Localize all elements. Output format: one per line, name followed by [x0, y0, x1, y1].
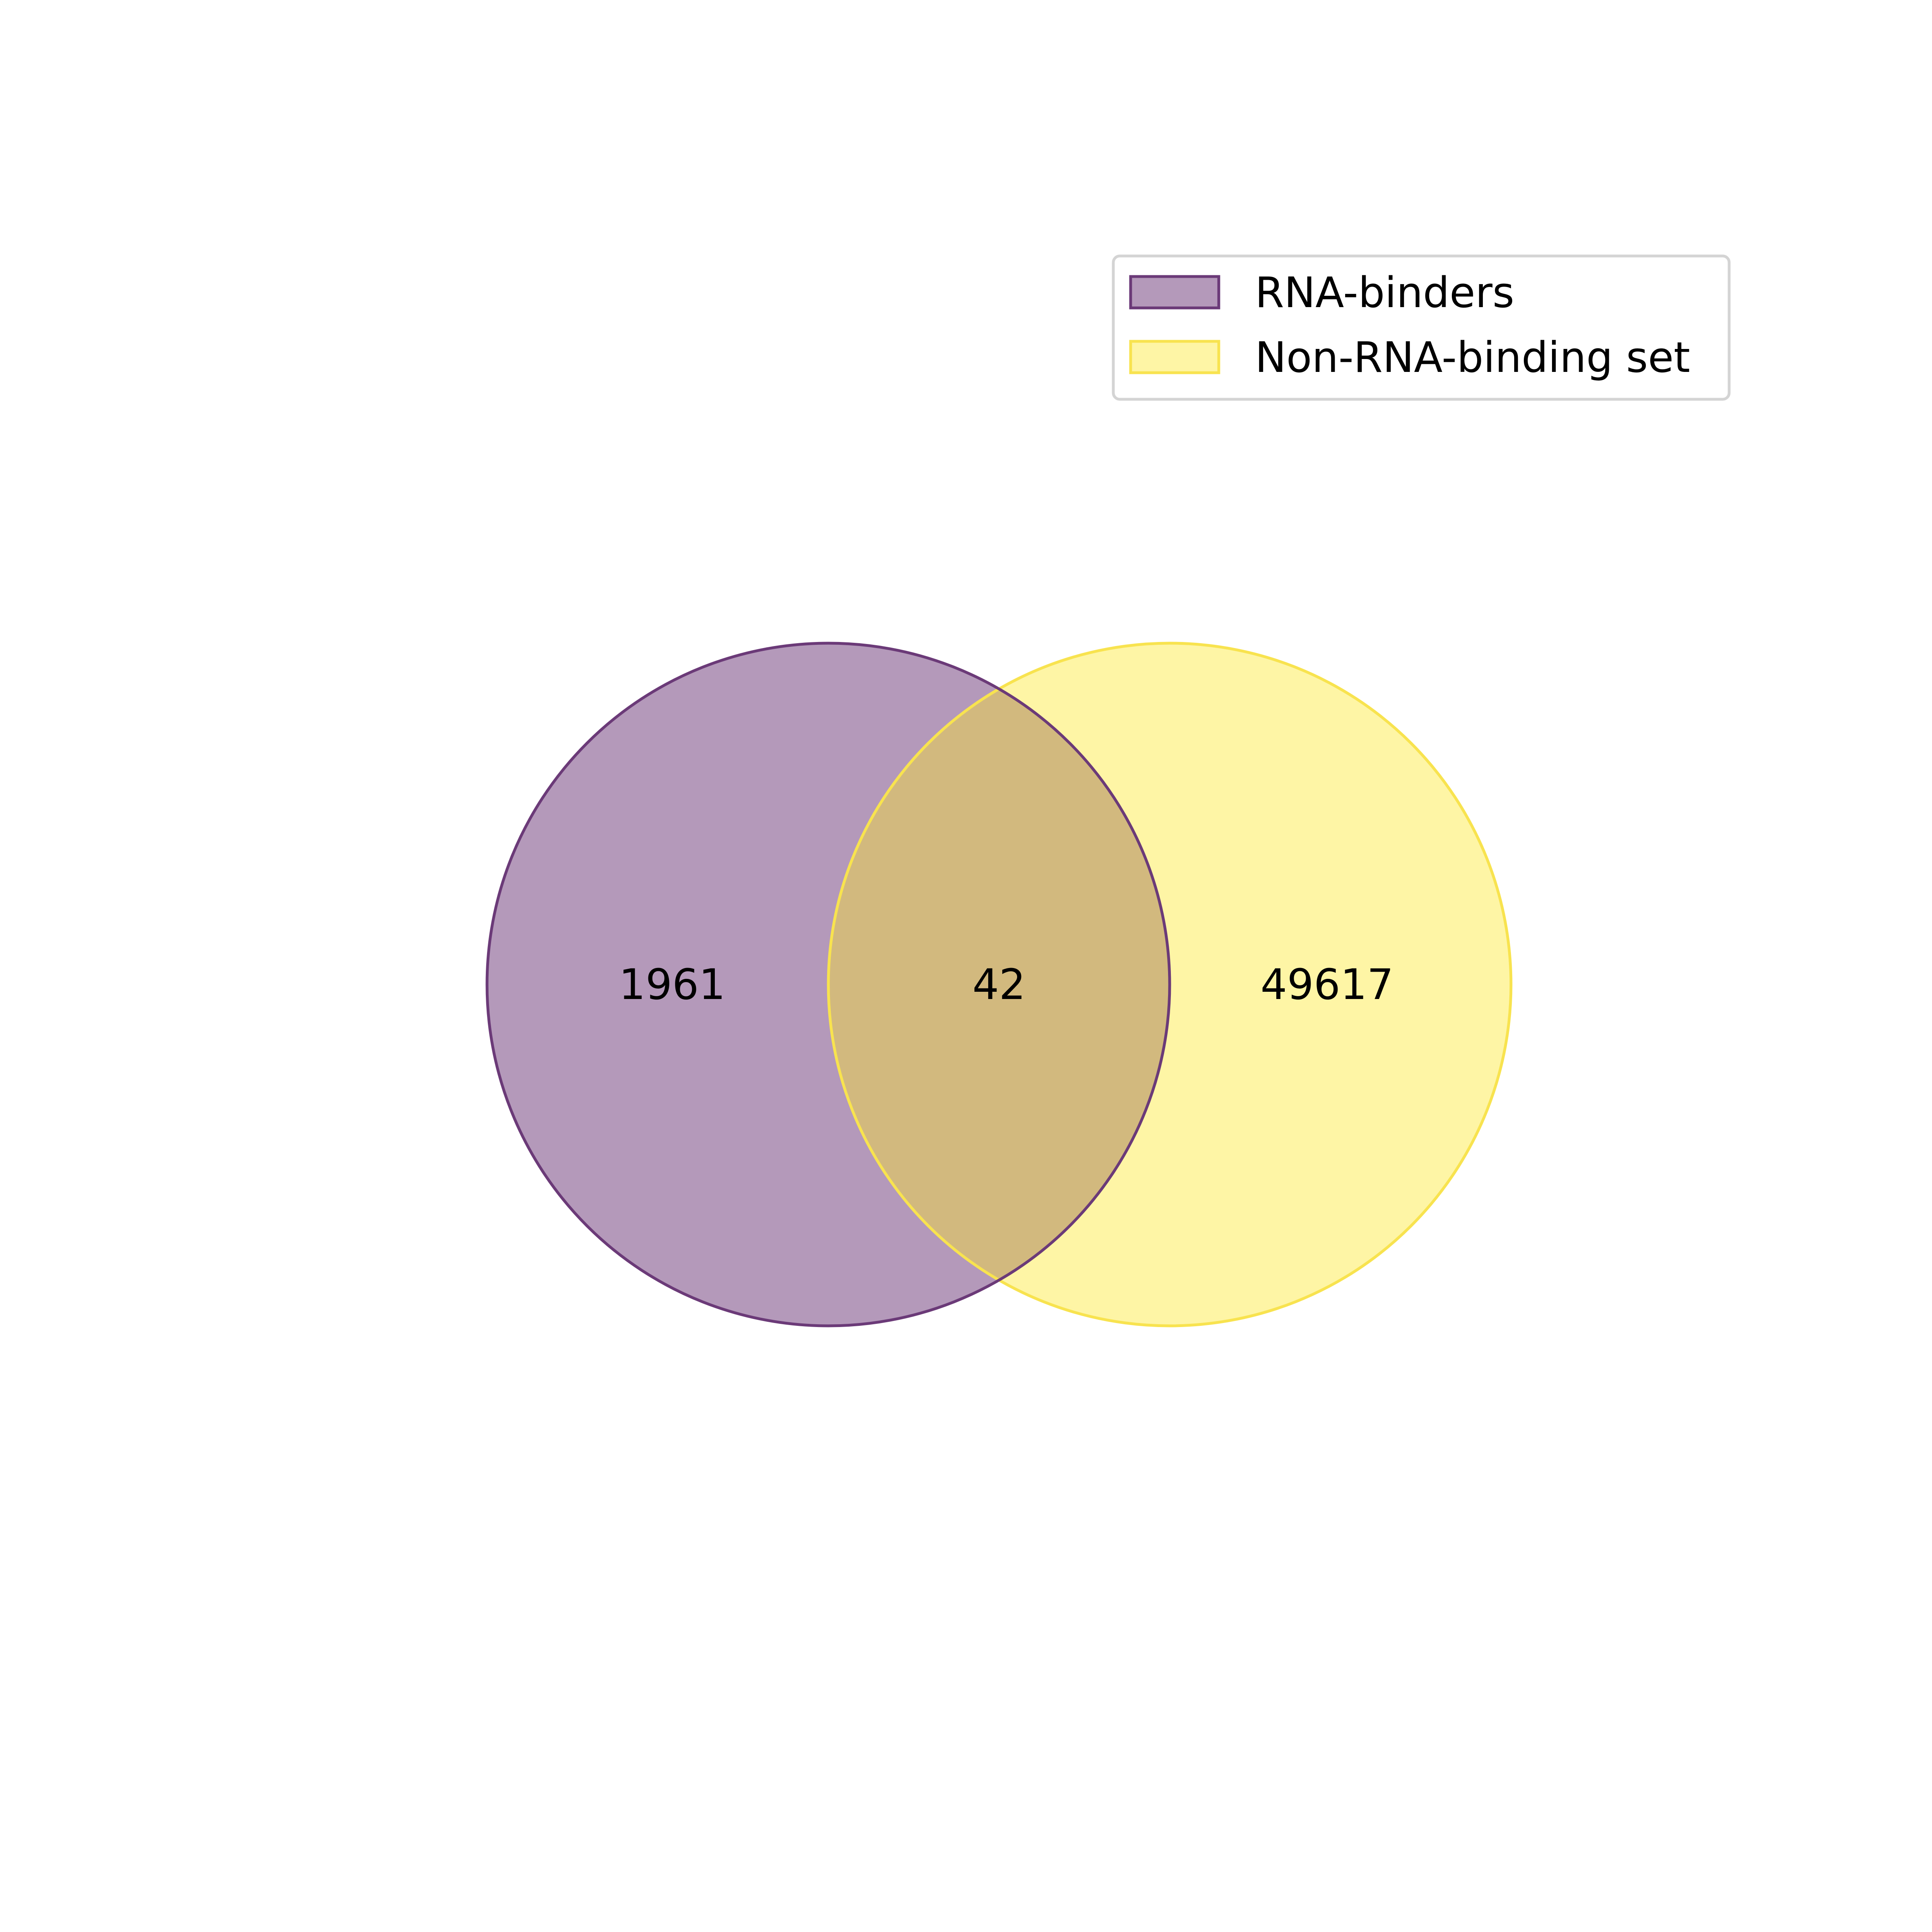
intersection-count: 42: [972, 960, 1026, 1009]
legend-swatch-non-rna-binding-set: [1129, 340, 1220, 374]
legend-swatch-rna-binders: [1129, 275, 1220, 310]
set-b-only-count: 49617: [1261, 960, 1394, 1009]
set-a-outline: [485, 642, 1171, 1327]
set-b-outline: [827, 642, 1513, 1327]
legend-label-rna-binders: RNA-binders: [1255, 268, 1514, 317]
intersection-region: [828, 643, 1170, 1326]
legend-label-non-rna-binding-set: Non-RNA-binding set: [1255, 333, 1690, 382]
legend: RNA-binders Non-RNA-binding set: [1112, 254, 1731, 401]
legend-frame: [1112, 254, 1731, 401]
set-a-only-count: 1961: [619, 960, 726, 1009]
